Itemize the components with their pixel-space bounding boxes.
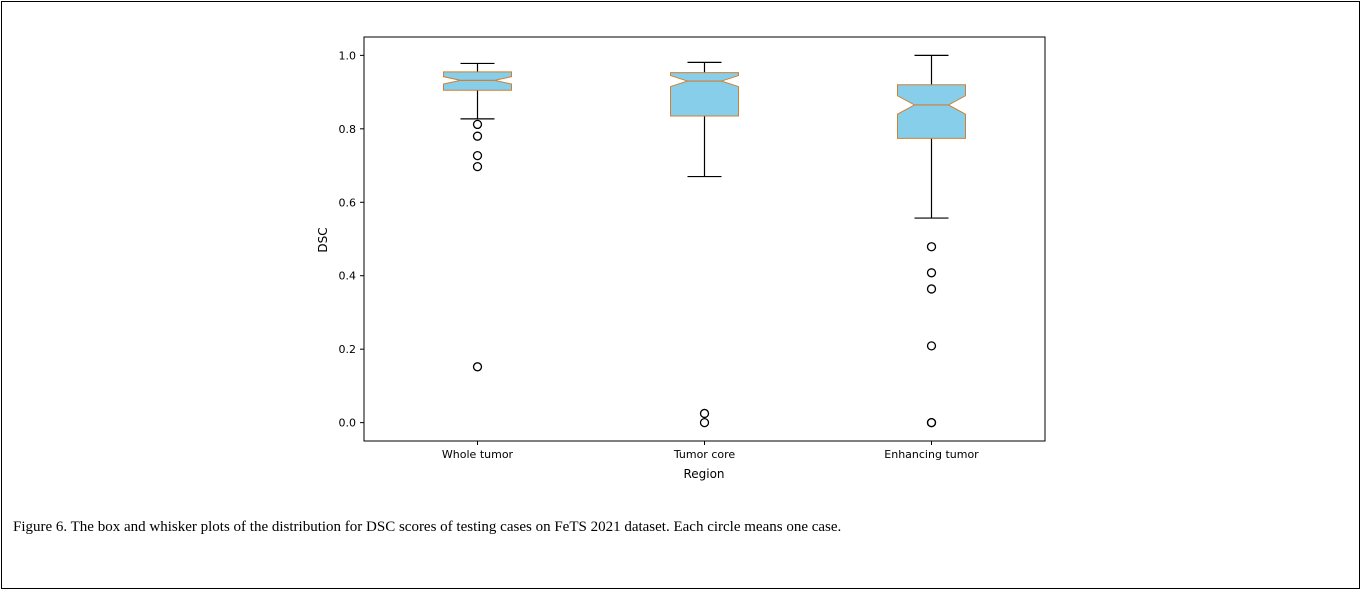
notched-box <box>670 72 739 117</box>
y-tick-label: 0.0 <box>339 417 357 430</box>
outlier-point <box>926 268 937 278</box>
outlier-point <box>926 341 937 351</box>
figure-caption: Figure 6. The box and whisker plots of t… <box>13 519 842 535</box>
y-tick-label: 0.4 <box>339 270 357 283</box>
outlier-point <box>472 161 483 172</box>
x-tick-label: Tumor core <box>673 448 736 461</box>
y-axis-label: DSC <box>316 227 330 252</box>
x-tick-label: Enhancing tumor <box>884 448 979 461</box>
x-axis-label: Region <box>683 467 724 481</box>
y-tick-label: 0.2 <box>339 343 357 356</box>
outlier-point <box>699 408 710 419</box>
y-tick-label: 0.6 <box>339 196 357 209</box>
outlier-point <box>926 417 937 428</box>
outlier-point <box>472 362 483 372</box>
notched-box <box>443 71 512 91</box>
outlier-point <box>926 242 937 252</box>
outlier-point <box>699 417 710 428</box>
outlier-point <box>926 284 937 294</box>
outlier-point <box>472 131 483 141</box>
boxes-group <box>443 54 966 428</box>
box-plot-chart: 0.0 0.2 0.4 0.6 0.8 1.0 Whole tumor Tumor core… <box>316 36 1046 481</box>
outlier-point <box>472 119 483 130</box>
y-tick-label: 1.0 <box>339 49 357 62</box>
notched-box <box>897 84 966 139</box>
x-axis: Whole tumor Tumor core Enhancing tumor <box>442 441 979 461</box>
x-tick-label: Whole tumor <box>442 448 514 461</box>
outlier-point <box>472 150 483 161</box>
y-axis: 0.0 0.2 0.4 0.6 0.8 1.0 <box>339 49 364 430</box>
y-tick-label: 0.8 <box>339 123 357 136</box>
